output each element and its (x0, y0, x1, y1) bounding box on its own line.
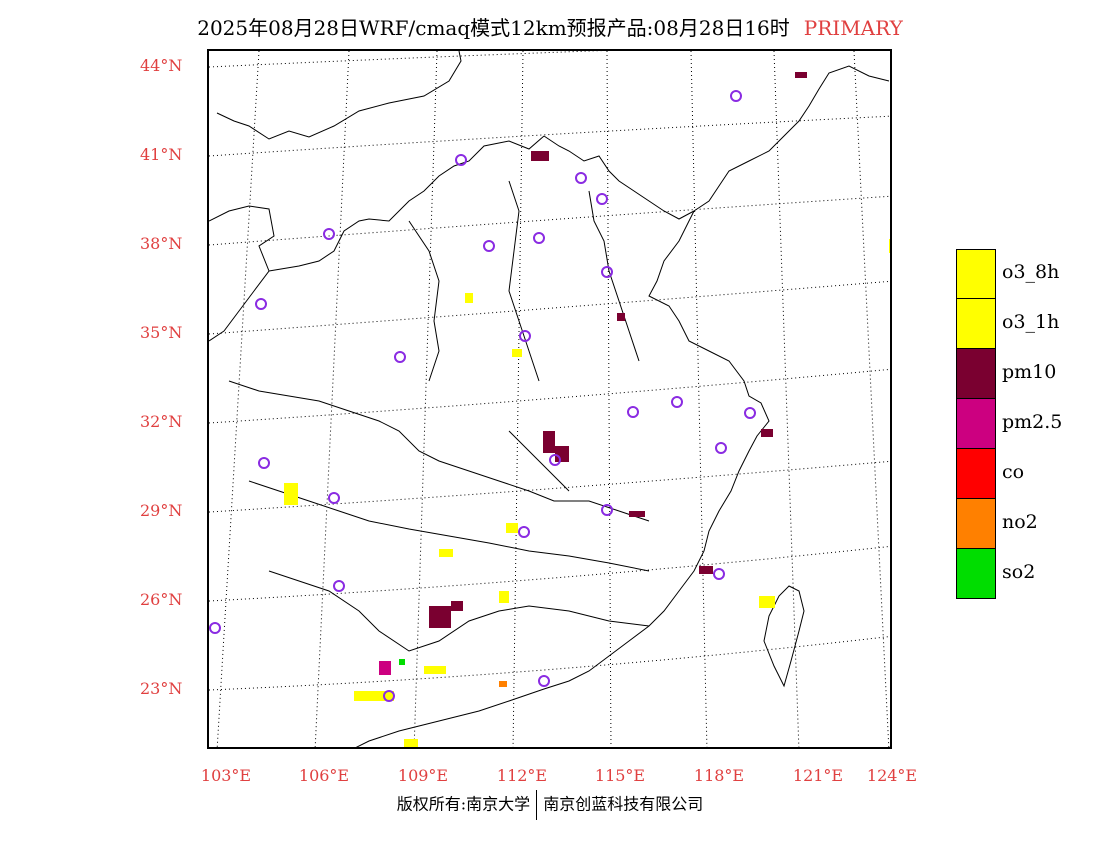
copyright-footer: 版权所有:南京大学 南京创蓝科技有限公司 (0, 790, 1100, 820)
legend-item-o3-8h: o3_8h (956, 249, 1096, 299)
lat-label-32: 32°N (140, 412, 183, 431)
legend-item-co: co (956, 449, 1096, 499)
lon-label-109: 109°E (397, 766, 449, 785)
lon-label-112: 112°E (496, 766, 548, 785)
legend-item-pm2-5: pm2.5 (956, 399, 1096, 449)
map-canvas (209, 51, 890, 747)
legend-swatch-co (956, 449, 996, 499)
legend-swatch-no2 (956, 499, 996, 549)
legend-item-no2: no2 (956, 499, 1096, 549)
lat-label-29: 29°N (140, 501, 183, 520)
graticule-lat (209, 51, 890, 691)
graticule-lon (216, 51, 890, 747)
legend-swatch-o3-1h (956, 299, 996, 349)
legend-label-o3-1h: o3_1h (1002, 311, 1060, 333)
legend-label-pm2-5: pm2.5 (1002, 411, 1063, 433)
copyright-left: 版权所有:南京大学 (396, 794, 531, 814)
lat-label-35: 35°N (140, 323, 183, 342)
legend-swatch-o3-8h (956, 249, 996, 299)
lon-label-124: 124°E (866, 766, 918, 785)
lon-label-121: 121°E (792, 766, 844, 785)
lat-label-38: 38°N (140, 234, 183, 253)
legend-swatch-pm2-5 (956, 399, 996, 449)
lat-label-23: 23°N (140, 679, 183, 698)
legend-label-no2: no2 (1002, 511, 1038, 533)
map-title: 2025年08月28日WRF/cmaq模式12km预报产品:08月28日16时 P… (0, 12, 1100, 41)
lon-label-103: 103°E (200, 766, 252, 785)
legend-label-co: co (1002, 461, 1025, 483)
legend-swatch-so2 (956, 549, 996, 599)
forecast-map (207, 49, 892, 749)
copyright-right: 南京创蓝科技有限公司 (543, 794, 704, 814)
lat-label-26: 26°N (140, 590, 183, 609)
legend-item-so2: so2 (956, 549, 1096, 599)
station-markers (209, 90, 756, 702)
legend-label-pm10: pm10 (1002, 361, 1057, 383)
pollution-cells (284, 72, 890, 747)
lat-label-41: 41°N (140, 145, 183, 164)
lon-label-106: 106°E (298, 766, 350, 785)
lon-label-115: 115°E (594, 766, 646, 785)
primary-tag: PRIMARY (803, 16, 903, 40)
legend-label-o3-8h: o3_8h (1002, 261, 1060, 283)
legend-item-pm10: pm10 (956, 349, 1096, 399)
title-text: 2025年08月28日WRF/cmaq模式12km预报产品:08月28日16时 (197, 16, 790, 40)
legend-swatch-pm10 (956, 349, 996, 399)
lat-label-44: 44°N (140, 56, 183, 75)
boundaries (209, 51, 890, 747)
footer-divider (536, 790, 538, 820)
legend-label-so2: so2 (1002, 561, 1036, 583)
legend-item-o3-1h: o3_1h (956, 299, 1096, 349)
legend: o3_8h o3_1h pm10 pm2.5 co no2 so2 (956, 249, 1096, 599)
lon-label-118: 118°E (693, 766, 745, 785)
